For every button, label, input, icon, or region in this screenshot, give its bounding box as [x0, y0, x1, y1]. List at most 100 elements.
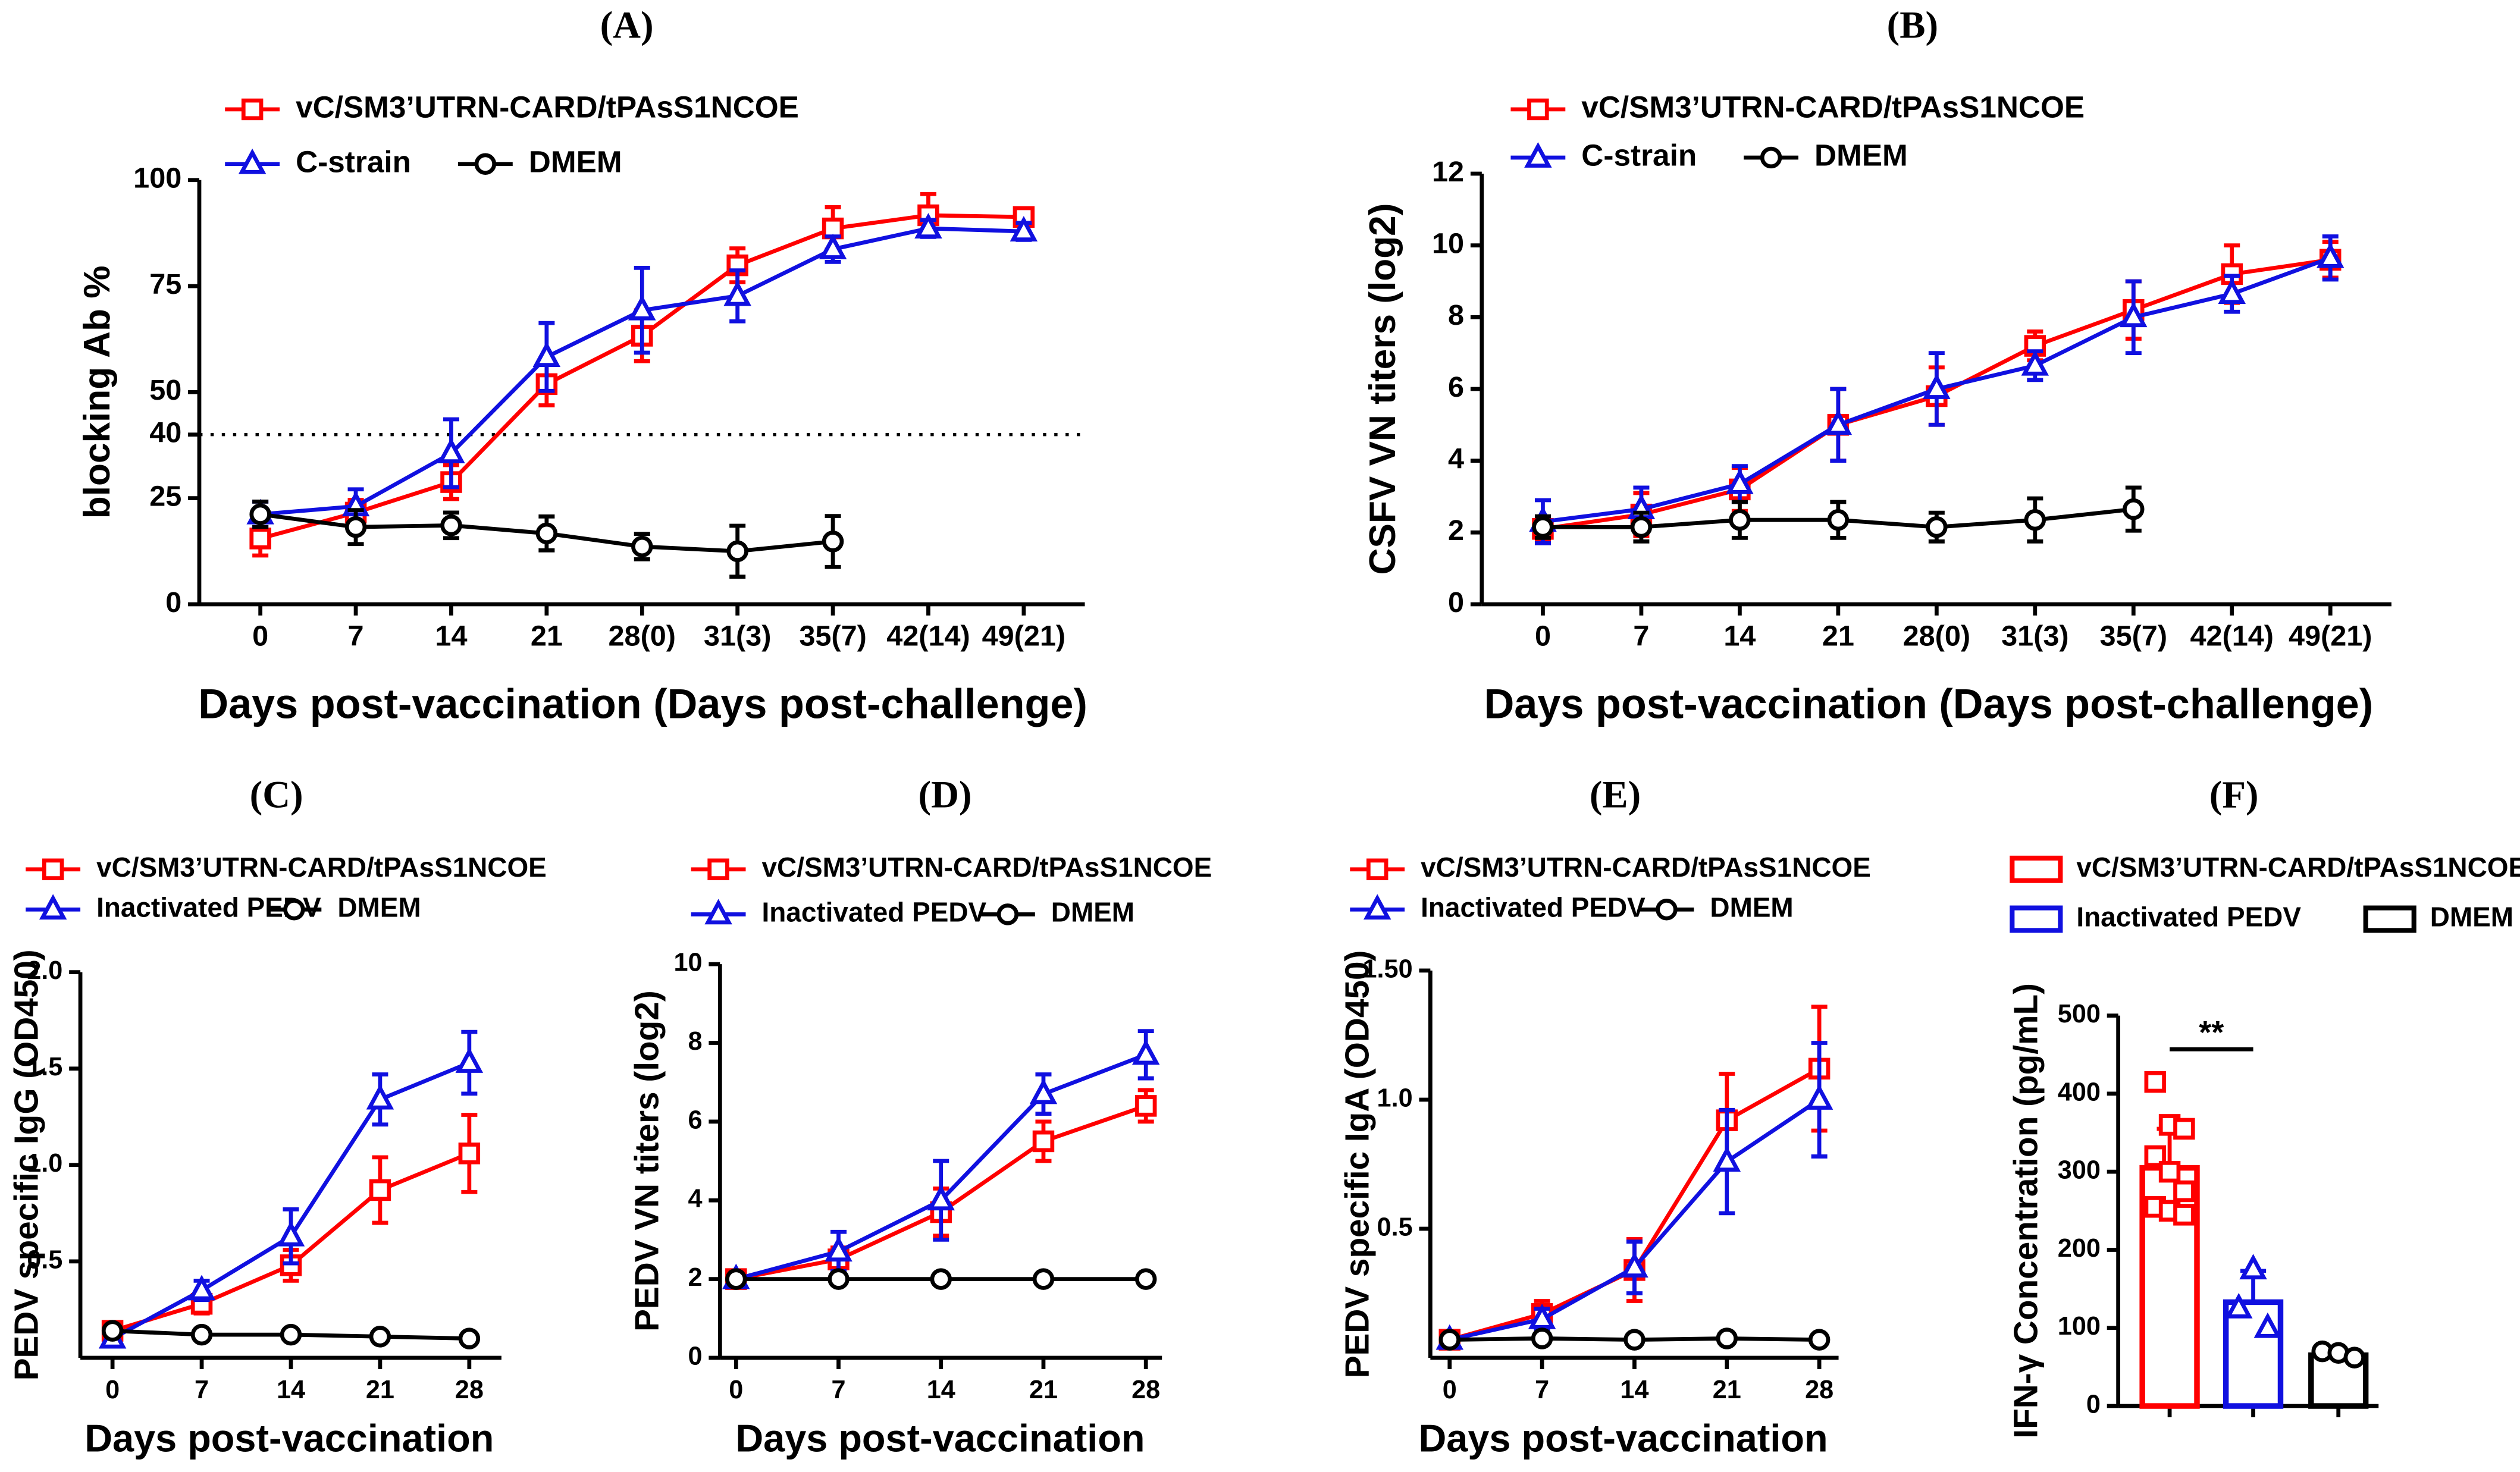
marker [631, 535, 653, 558]
marker [704, 899, 732, 925]
marker [1032, 1268, 1055, 1290]
y-tick-label: 4 [688, 1185, 703, 1213]
y-tick-label: 8 [1448, 299, 1464, 331]
marker [283, 899, 305, 921]
x-tick-label: 14 [277, 1376, 305, 1404]
marker [1824, 409, 1853, 435]
marker [825, 1236, 852, 1262]
marker [39, 894, 67, 920]
y-tick-label: 40 [149, 417, 181, 449]
x-tick-label: 7 [348, 620, 364, 652]
marker [726, 540, 748, 563]
x-tick-label: 49(21) [982, 620, 1066, 652]
marker [369, 1326, 391, 1348]
marker [1366, 858, 1388, 880]
marker [1630, 516, 1653, 538]
panel-title: (F) [2209, 774, 2259, 817]
marker [474, 153, 497, 175]
legend-label: Inactivated PEDV [762, 896, 987, 927]
y-tick-label: 200 [2058, 1234, 2101, 1263]
y-tick-label: 500 [2058, 1000, 2101, 1028]
marker [369, 1179, 391, 1201]
marker [1438, 1329, 1461, 1351]
x-tick-label: 0 [252, 620, 268, 652]
x-tick-label: 35(7) [2100, 620, 2167, 652]
y-tick-label: 400 [2058, 1078, 2101, 1106]
x-tick-label: 28 [455, 1376, 484, 1404]
x-tick-label: 49(21) [2289, 620, 2372, 652]
legend-label: DMEM [529, 145, 622, 178]
marker [2343, 1347, 2365, 1369]
marker [2253, 1312, 2282, 1338]
marker [725, 1268, 747, 1290]
marker [42, 858, 64, 880]
marker [1032, 1130, 1055, 1153]
marker [1524, 142, 1552, 168]
marker [1760, 146, 1782, 169]
marker [249, 503, 271, 526]
marker [828, 1268, 850, 1290]
x-tick-label: 14 [1723, 620, 1756, 652]
legend-label: DMEM [2430, 902, 2513, 933]
x-tick-label: 7 [832, 1376, 846, 1404]
marker [455, 1047, 484, 1073]
marker [1621, 1252, 1648, 1278]
y-tick-label: 100 [2058, 1312, 2101, 1341]
marker [819, 234, 847, 259]
marker [241, 98, 264, 121]
x-tick-label: 28(0) [1903, 620, 1970, 652]
legend-label: C-strain [1581, 139, 1697, 172]
x-tick-label: 0 [1443, 1376, 1457, 1404]
marker [101, 1320, 124, 1342]
marker [822, 531, 844, 553]
marker [927, 1185, 955, 1211]
y-tick-label: 0.5 [1377, 1213, 1413, 1241]
y-tick-label: 4 [1448, 442, 1464, 475]
legend-label: C-strain [296, 145, 411, 178]
series-line [1449, 1098, 1821, 1342]
x-tick-label: 28 [1805, 1376, 1833, 1404]
x-axis-label: Days post-vaccination (Days post-challen… [198, 680, 1087, 727]
marker [2173, 1118, 2195, 1140]
marker [1134, 1268, 1157, 1290]
marker [707, 858, 729, 880]
x-tick-label: 14 [927, 1376, 955, 1404]
marker [1029, 1078, 1058, 1104]
legend-swatch [2010, 855, 2063, 883]
marker [458, 1143, 481, 1165]
x-tick-label: 21 [1822, 620, 1854, 652]
y-tick-label: 2.0 [27, 956, 62, 985]
marker [2021, 350, 2049, 376]
y-tick-label: 6 [1448, 371, 1464, 403]
marker [1716, 1327, 1738, 1349]
y-tick-label: 2 [1448, 514, 1464, 547]
marker [2158, 1160, 2181, 1183]
x-tick-label: 7 [195, 1376, 209, 1404]
marker [996, 903, 1019, 925]
marker [187, 1275, 216, 1301]
y-tick-label: 2 [688, 1263, 703, 1292]
marker [2239, 1254, 2267, 1280]
marker [1010, 216, 1038, 241]
x-axis-label: Days post-vaccination [1418, 1417, 1828, 1460]
marker [2225, 1292, 2253, 1319]
legend-label: vC/SM3’UTRN-CARD/tPAsS1NCOE [296, 90, 799, 124]
marker [2024, 509, 2046, 531]
legend-label: Inactivated PEDV [2076, 902, 2301, 933]
marker [1808, 1329, 1831, 1351]
y-axis-label: PEDV specific IgG (OD450) [8, 949, 46, 1380]
y-tick-label: 0 [165, 586, 181, 619]
x-tick-label: 0 [105, 1376, 120, 1404]
marker [914, 213, 942, 238]
marker [1528, 1303, 1556, 1329]
x-axis-label: Days post-vaccination [84, 1417, 494, 1460]
marker [238, 148, 267, 174]
x-tick-label: 21 [531, 620, 563, 652]
marker [1623, 1329, 1645, 1351]
marker [1726, 468, 1754, 494]
marker [1729, 509, 1751, 531]
y-axis-label: PEDV specific IgA (OD450) [1339, 950, 1376, 1379]
marker [2120, 302, 2148, 328]
y-axis-label: blocking Ab % [77, 266, 118, 519]
panel-title: (D) [919, 774, 972, 817]
